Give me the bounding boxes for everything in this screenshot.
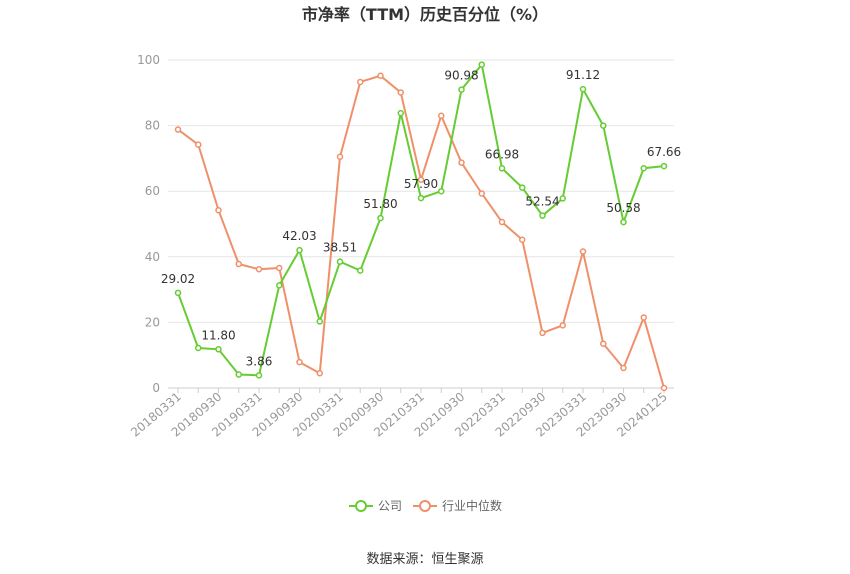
data-point[interactable] [660, 162, 668, 170]
data-label: 38.51 [323, 241, 357, 255]
data-labels: 29.02 11.80 3.86 42.03 38.51 51.80 57.90 90.98 6… [161, 68, 681, 368]
data-point[interactable] [336, 258, 344, 265]
data-point[interactable] [255, 266, 263, 273]
data-label: 50.58 [606, 201, 640, 215]
data-point[interactable] [316, 369, 323, 377]
data-point[interactable] [235, 260, 242, 268]
legend-item-industry-median[interactable]: 行业中位数 [413, 498, 502, 513]
data-point[interactable] [417, 194, 425, 202]
data-point[interactable] [357, 267, 364, 274]
legend-label: 行业中位数 [442, 498, 502, 513]
data-point[interactable] [539, 212, 546, 219]
data-point[interactable] [195, 141, 202, 148]
data-point[interactable] [438, 187, 445, 195]
y-axis: 0 20 40 60 80 100 [137, 53, 160, 395]
data-point[interactable] [458, 159, 465, 166]
data-point[interactable] [640, 164, 647, 172]
data-point[interactable] [539, 329, 546, 337]
data-point[interactable] [438, 112, 445, 120]
data-point[interactable] [519, 236, 526, 243]
chart-title: 市净率（TTM）历史百分位（%） [302, 5, 548, 24]
data-point[interactable] [579, 248, 587, 255]
data-label: 90.98 [444, 69, 478, 83]
y-tick-label: 40 [145, 250, 160, 264]
data-point[interactable] [174, 289, 182, 297]
data-point[interactable] [255, 372, 263, 379]
data-point[interactable] [660, 384, 668, 392]
data-label: 52.54 [525, 195, 559, 209]
data-label: 11.80 [201, 328, 235, 342]
data-point[interactable] [174, 126, 182, 133]
y-tick-label: 0 [152, 381, 160, 395]
legend[interactable]: 公司 行业中位数 [349, 498, 502, 513]
grid-lines [168, 59, 674, 389]
data-point[interactable] [276, 282, 283, 289]
data-label: 67.66 [647, 145, 681, 159]
data-label: 57.90 [404, 177, 438, 191]
y-tick-label: 20 [145, 315, 160, 329]
data-point[interactable] [357, 78, 364, 86]
data-point[interactable] [276, 264, 283, 272]
data-point[interactable] [620, 218, 627, 226]
series-company [174, 61, 668, 379]
data-point[interactable] [579, 85, 587, 93]
data-point[interactable] [377, 72, 384, 79]
data-label: 91.12 [566, 68, 600, 82]
data-point[interactable] [458, 86, 465, 93]
data-point[interactable] [417, 176, 425, 183]
legend-marker [419, 500, 431, 512]
data-point[interactable] [478, 61, 485, 68]
data-point[interactable] [316, 318, 323, 325]
series-line [177, 62, 665, 377]
data-point[interactable] [498, 218, 506, 226]
data-point[interactable] [377, 214, 384, 222]
data-point[interactable] [296, 358, 303, 366]
data-point[interactable] [195, 344, 202, 352]
data-point[interactable] [478, 190, 485, 197]
y-tick-label: 100 [137, 53, 160, 67]
series-industry-median [174, 72, 668, 392]
data-label: 42.03 [282, 229, 316, 243]
data-point[interactable] [296, 246, 303, 254]
series-line [177, 74, 665, 389]
data-point[interactable] [519, 184, 526, 191]
data-point[interactable] [397, 109, 404, 117]
data-point[interactable] [600, 122, 607, 129]
legend-label: 公司 [378, 499, 402, 513]
data-point[interactable] [336, 153, 344, 161]
data-point[interactable] [498, 165, 506, 172]
data-point[interactable] [600, 340, 607, 347]
data-point[interactable] [397, 89, 404, 96]
legend-item-company[interactable]: 公司 [349, 499, 402, 513]
series-layer [174, 61, 668, 392]
data-point[interactable] [620, 364, 627, 372]
data-label: 66.98 [485, 147, 519, 161]
data-label: 29.02 [161, 272, 195, 286]
source-text: 数据来源：恒生聚源 [366, 552, 483, 567]
data-point[interactable] [215, 346, 222, 353]
y-tick-label: 80 [145, 119, 160, 133]
data-point[interactable] [640, 314, 647, 321]
data-label: 51.80 [363, 197, 397, 211]
y-tick-label: 60 [145, 184, 160, 198]
data-point[interactable] [215, 206, 222, 214]
data-point[interactable] [235, 371, 242, 378]
data-label: 3.86 [246, 354, 273, 368]
legend-marker [355, 500, 367, 512]
x-axis: 2018033120180930201903312019093020200331… [128, 388, 670, 440]
data-point[interactable] [559, 322, 566, 329]
data-point[interactable] [559, 195, 566, 202]
